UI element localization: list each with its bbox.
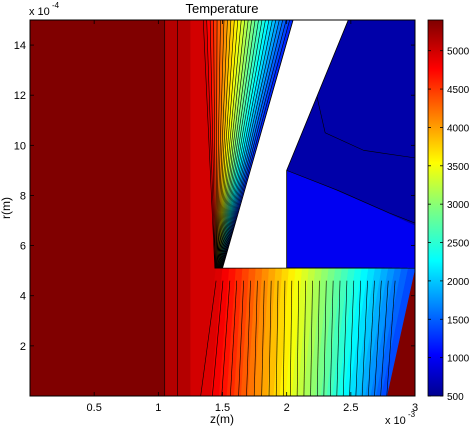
contour-line [268,280,272,396]
x-axis-multiplier: x 10 -3 [385,410,416,427]
x-tick-label: 3 [412,402,418,414]
contour-line [361,280,368,396]
contour-line [230,280,238,396]
colorbar: 500 1000 1500 2000 2500 3000 3500 4000 4500 5000 [427,19,470,403]
y-multiplier-base: x 10 [29,6,50,18]
y-tick-label: 2 [20,341,26,353]
chart-title: Temperature [186,1,259,16]
contour-line [221,280,231,396]
contour-line [368,280,375,396]
y-tick-label: 14 [14,40,26,52]
colorbar-strip [427,19,444,397]
x-tick-label: 2.5 [343,402,358,414]
field-anode-mid [286,170,415,269]
contour-line [374,280,382,396]
contour-line [330,280,334,396]
x-tick-label: 0.5 [87,402,102,414]
contour-line [289,280,293,396]
y-tick-label: 8 [20,190,26,202]
contour-line [303,280,306,396]
contour-line [386,280,396,396]
x-multiplier-exponent: -3 [408,410,416,419]
contour-line [200,280,217,396]
y-axis-label: r(m) [0,197,13,219]
y-tick-label: 10 [14,140,26,152]
lower-gradient-band [200,267,415,396]
y-axis-multiplier: x 10 -4 [29,1,60,18]
colorbar-tick-label: 2000 [447,277,470,288]
contour-line [310,280,313,396]
y-tick-label: 6 [20,241,26,253]
colorbar-tick-label: 2500 [447,239,470,250]
contour-lines [164,20,415,396]
contour-line [316,280,320,396]
x-multiplier-base: x 10 [385,415,406,427]
y-multiplier-exponent: -4 [52,1,60,10]
y-tick-label: 12 [14,90,26,102]
contour-line [286,170,415,224]
contour-line [342,280,348,396]
colorbar-ticks: 500 1000 1500 2000 2500 3000 3500 4000 4500 5000 [428,47,470,403]
colorbar-tick-label: 4000 [447,123,470,134]
contour-line [253,280,258,396]
y-axis-ticks: 2 4 6 8 10 12 14 [14,40,415,353]
contour-line [323,280,327,396]
x-tick-label: 2 [284,402,290,414]
contour-line [349,280,355,396]
x-axis-label: z(m) [210,412,234,426]
contour-line [275,280,279,396]
colorbar-tick-label: 1500 [447,315,470,326]
contour-line [336,280,341,396]
contour-line [212,280,224,396]
colorbar-tick-label: 500 [447,392,464,403]
contour-line [282,280,286,396]
colorbar-tick-label: 4500 [447,85,470,96]
colorbar-tick-label: 3500 [447,162,470,173]
contour-line [238,280,244,396]
colorbar-tick-label: 1000 [447,354,470,365]
contour-line [246,280,251,396]
colorbar-tick-label: 3000 [447,200,470,211]
plot-area: 0.5 1 1.5 2 2.5 3 2 4 6 8 10 12 14 [14,19,418,414]
electrode-region [221,19,349,269]
x-tick-label: 1 [155,402,161,414]
x-tick-label: 1.5 [215,402,230,414]
contour-line [296,280,300,396]
x-axis-ticks: 0.5 1 1.5 2 2.5 3 [87,20,418,414]
colorbar-tick-label: 5000 [447,47,470,58]
y-tick-label: 4 [20,291,26,303]
contour-line [261,280,265,396]
contour-line [355,280,361,396]
contour-line [380,280,389,396]
